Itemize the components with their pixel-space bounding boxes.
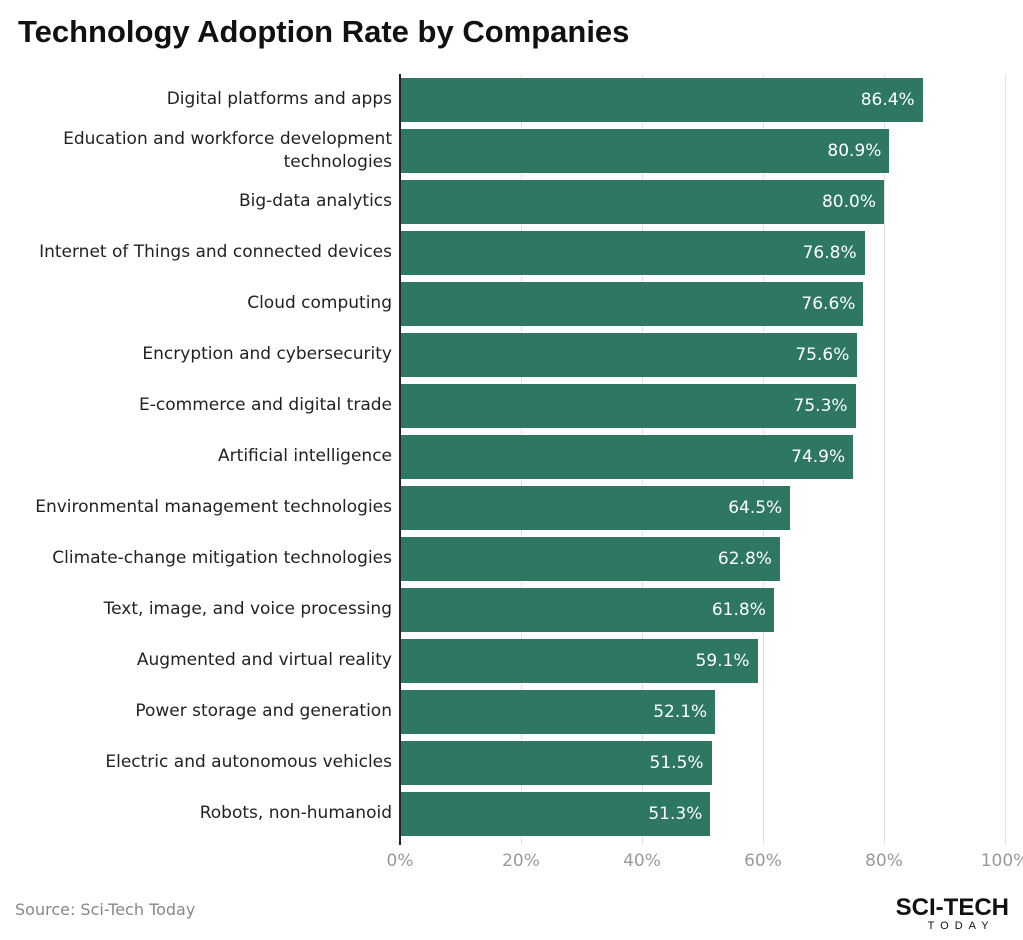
y-tick-label: Climate-change mitigation technologies [52,548,392,568]
bar: 86.4% [400,77,923,122]
grid-line [884,74,885,845]
x-tick-label: 20% [502,851,540,871]
grid-line [1005,74,1006,845]
value-label: 75.6% [795,344,850,365]
y-tick-label: E-commerce and digital trade [139,395,392,415]
x-tick-label: 40% [623,851,661,871]
y-tick-label: Artificial intelligence [218,446,392,466]
y-tick-label: Robots, non-humanoid [199,803,392,823]
y-tick-label: Education and workforce development tech… [63,128,392,172]
y-tick-label: Cloud computing [247,293,392,313]
x-tick-label: 60% [744,851,782,871]
bar: 51.5% [400,740,712,785]
bar: 76.6% [400,281,864,326]
y-tick-label: Power storage and generation [135,701,392,721]
bar: 80.0% [400,179,884,224]
logo-text: SCI-TECH [895,894,1009,921]
bar: 76.8% [400,230,865,275]
value-label: 51.5% [649,752,704,773]
y-tick-label: Electric and autonomous vehicles [105,752,392,772]
value-label: 86.4% [860,89,915,110]
value-label: 76.6% [801,293,856,314]
value-label: 64.5% [728,497,783,518]
y-tick-label: Text, image, and voice processing [103,599,392,619]
bar: 59.1% [400,638,758,683]
y-tick-label: Environmental management technologies [35,497,392,517]
y-tick-label: Digital platforms and apps [166,89,392,109]
bar: 52.1% [400,689,716,734]
value-label: 80.9% [827,140,882,161]
source: Source: Sci-Tech Today [15,900,196,919]
bar: 74.9% [400,434,854,479]
value-label: 52.1% [653,701,708,722]
axis-line [399,74,401,845]
y-tick-label: Encryption and cybersecurity [142,344,392,364]
value-label: 75.3% [793,395,848,416]
value-label: 80.0% [821,191,876,212]
value-label: 61.8% [711,599,766,620]
y-tick-label: Big-data analytics [239,191,392,211]
y-tick-label: Augmented and virtual reality [136,650,392,670]
x-tick-label: 100% [980,851,1023,871]
bar: 51.3% [400,791,711,836]
chart-title: Technology Adoption Rate by Companies [18,14,630,49]
bar: 75.3% [400,383,856,428]
value-label: 76.8% [802,242,857,263]
x-tick-label: 80% [865,851,903,871]
y-tick-label: Internet of Things and connected devices [39,242,392,262]
value-label: 51.3% [648,803,703,824]
value-label: 74.9% [791,446,846,467]
bar: 80.9% [400,128,890,173]
bar: 61.8% [400,587,774,632]
bar: 62.8% [400,536,780,581]
value-label: 62.8% [717,548,772,569]
bar: 64.5% [400,485,791,530]
logo-subtext: TODAY [927,920,995,932]
value-label: 59.1% [695,650,750,671]
bar: 75.6% [400,332,858,377]
x-tick-label: 0% [386,851,414,871]
logo: SCI-TECH TODAY [895,894,1009,933]
